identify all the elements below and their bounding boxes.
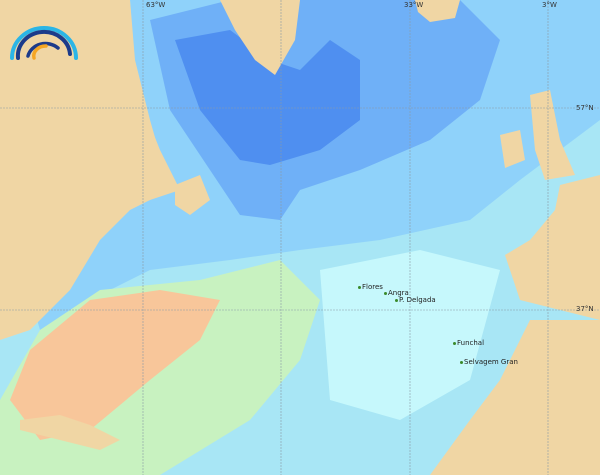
land-greenland (220, 0, 300, 75)
land-iceland (415, 0, 460, 22)
ocean-zone-deep (175, 30, 360, 165)
ocean-zone-hot (10, 290, 220, 440)
land-british-isles (530, 90, 575, 180)
place-flores[interactable]: Flores (358, 283, 383, 291)
land-newfoundland (175, 175, 210, 215)
place-marker-icon (453, 341, 456, 345)
place-marker-icon (384, 291, 387, 295)
land-africa (430, 320, 600, 475)
place-marker-icon (395, 298, 398, 302)
lon-label: 63°W (146, 1, 166, 9)
lat-label: 37°N (576, 305, 594, 313)
ocean-zone-light (320, 250, 500, 420)
land-ireland (500, 130, 525, 168)
place-marker-icon (358, 285, 361, 289)
place-marker-icon (460, 360, 463, 364)
place-funchal[interactable]: Funchal (453, 339, 484, 347)
place-angra[interactable]: Angra (384, 289, 409, 297)
lon-label: 3°W (542, 1, 557, 9)
land-europe (505, 175, 600, 320)
place-selvagem-grande[interactable]: Selvagem Gran (460, 358, 518, 366)
lat-label: 57°N (576, 104, 594, 112)
land-labrador (40, 30, 180, 210)
wave-arcs-logo-icon (10, 26, 78, 60)
lon-label: 33°W (404, 1, 424, 9)
land-caribbean (20, 415, 120, 450)
place-ponta-delgada[interactable]: P. Delgada (395, 296, 436, 304)
